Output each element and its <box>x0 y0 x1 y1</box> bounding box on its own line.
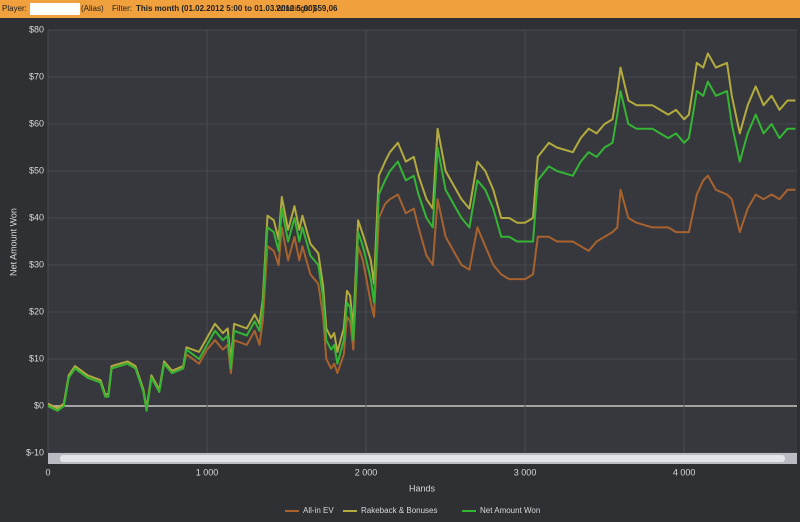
redacted-name <box>30 3 80 15</box>
x-tick-label: 2 000 <box>355 467 378 477</box>
y-tick-label: $-10 <box>26 447 44 457</box>
x-axis-label: Hands <box>409 483 436 493</box>
y-tick-label: $40 <box>29 212 44 222</box>
y-axis-label: Net Amount Won <box>8 208 18 276</box>
legend: All-in EV Rakeback & Bonuses Net Amount Wo… <box>285 506 540 515</box>
winnings-label: Winnings: <box>276 4 311 13</box>
y-tick-label: $50 <box>29 165 44 175</box>
filter-label: Filter: <box>112 4 132 13</box>
x-tick-label: 0 <box>45 467 50 477</box>
y-tick-label: $70 <box>29 71 44 81</box>
alias: (Alias) <box>81 4 104 13</box>
y-tick-label: $10 <box>29 353 44 363</box>
y-tick-label: $0 <box>34 400 44 410</box>
player-label: Player: <box>2 4 27 13</box>
y-tick-label: $30 <box>29 259 44 269</box>
header-bar <box>0 0 800 18</box>
winnings: $59,06 <box>313 4 338 13</box>
legend-label: All-in EV <box>303 506 334 515</box>
y-tick-label: $80 <box>29 24 44 34</box>
x-tick-label: 1 000 <box>196 467 219 477</box>
filter: This month (01.02.2012 5:00 to 01.03.201… <box>136 4 316 13</box>
x-tick-label: 3 000 <box>514 467 537 477</box>
legend-label: Rakeback & Bonuses <box>361 506 438 515</box>
legend-label: Net Amount Won <box>480 506 540 515</box>
x-tick-label: 4 000 <box>673 467 696 477</box>
series-line <box>47 80 796 412</box>
y-tick-label: $60 <box>29 118 44 128</box>
y-tick-label: $20 <box>29 306 44 316</box>
scrollbar-thumb[interactable] <box>60 455 785 462</box>
